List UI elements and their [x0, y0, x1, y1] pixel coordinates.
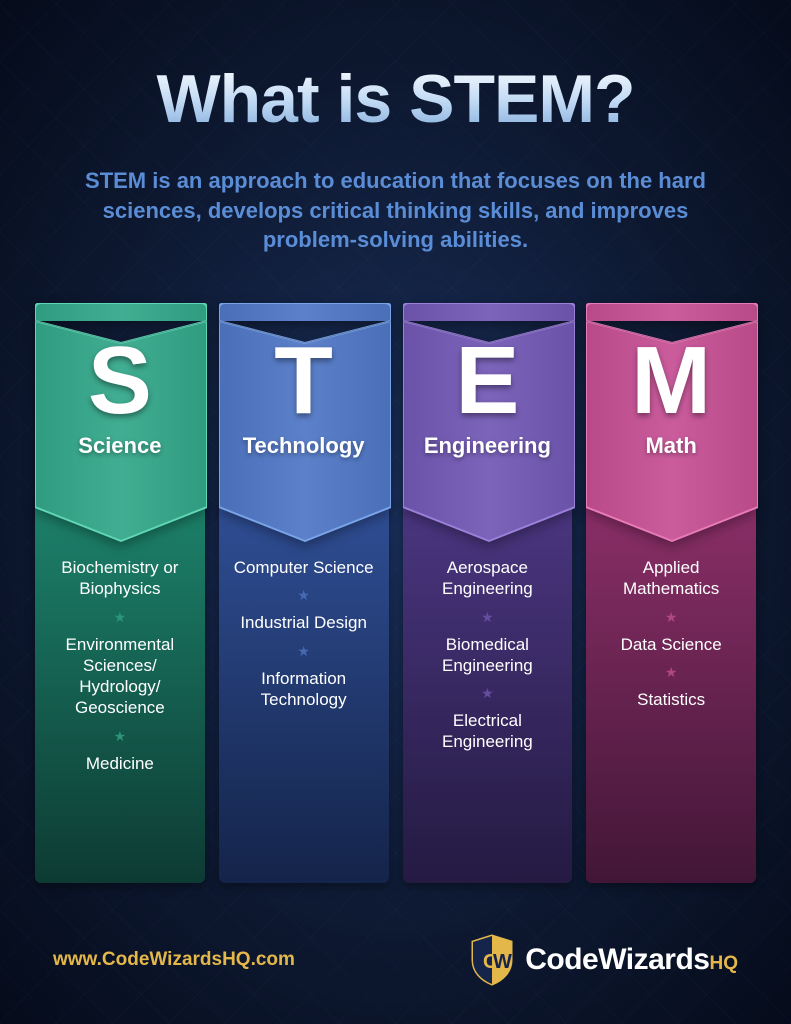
column-word: Math	[645, 433, 696, 459]
star-divider-icon: ★	[481, 610, 494, 624]
star-divider-icon: ★	[481, 686, 494, 700]
star-divider-icon: ★	[114, 729, 127, 743]
column-item: Computer Science	[234, 557, 374, 578]
page-title: What is STEM?	[35, 60, 756, 138]
stem-column-engineering: E Engineering Aerospace Engineering ★ Biom…	[403, 303, 573, 916]
column-word: Science	[78, 433, 161, 459]
stem-columns: S Science Biochemistry or Biophysics ★ Env…	[35, 303, 756, 916]
star-divider-icon: ★	[114, 610, 127, 624]
column-body: Computer Science ★ Industrial Design ★ Infor…	[219, 503, 389, 883]
column-item: Aerospace Engineering	[415, 557, 561, 600]
column-header: M Math	[586, 303, 756, 543]
stem-column-technology: T Technology Computer Science ★ Industrial…	[219, 303, 389, 916]
svg-text:W: W	[493, 951, 512, 973]
column-item: Data Science	[621, 634, 722, 655]
column-body: Applied Mathematics ★ Data Science ★ Statist…	[586, 503, 756, 883]
column-item: Environmental Sciences/ Hydrology/ Geosc…	[47, 634, 193, 719]
footer-url: www.CodeWizardsHQ.com	[53, 949, 295, 971]
column-item: Electrical Engineering	[415, 710, 561, 753]
brand-text: CodeWizardsHQ	[525, 943, 738, 977]
column-header: T Technology	[219, 303, 389, 543]
brand: C W CodeWizardsHQ	[469, 934, 738, 986]
column-body: Biochemistry or Biophysics ★ Environmental…	[35, 503, 205, 883]
column-item: Industrial Design	[240, 612, 367, 633]
column-item: Applied Mathematics	[598, 557, 744, 600]
column-item: Statistics	[637, 689, 705, 710]
star-divider-icon: ★	[297, 644, 310, 658]
column-item: Biomedical Engineering	[415, 634, 561, 677]
brand-hq: HQ	[710, 953, 739, 974]
page-subtitle: STEM is an approach to education that fo…	[56, 166, 736, 255]
column-word: Engineering	[424, 433, 551, 459]
stem-column-math: M Math Applied Mathematics ★ Data Science ★…	[586, 303, 756, 916]
footer: www.CodeWizardsHQ.com C W CodeWizardsHQ	[35, 916, 756, 994]
column-word: Technology	[243, 433, 365, 459]
column-header: S Science	[35, 303, 205, 543]
column-letter: M	[631, 333, 711, 429]
infographic-page: What is STEM? STEM is an approach to edu…	[0, 0, 791, 1024]
shield-logo-icon: C W	[469, 934, 515, 986]
column-body: Aerospace Engineering ★ Biomedical Enginee…	[403, 503, 573, 883]
column-letter: E	[455, 333, 519, 429]
column-header: E Engineering	[403, 303, 573, 543]
star-divider-icon: ★	[665, 665, 678, 679]
column-letter: T	[274, 333, 333, 429]
star-divider-icon: ★	[297, 588, 310, 602]
column-letter: S	[88, 333, 152, 429]
column-item: Information Technology	[231, 668, 377, 711]
column-item: Medicine	[86, 753, 154, 774]
brand-main: CodeWizards	[525, 943, 709, 976]
column-item: Biochemistry or Biophysics	[47, 557, 193, 600]
star-divider-icon: ★	[665, 610, 678, 624]
stem-column-science: S Science Biochemistry or Biophysics ★ Env…	[35, 303, 205, 916]
